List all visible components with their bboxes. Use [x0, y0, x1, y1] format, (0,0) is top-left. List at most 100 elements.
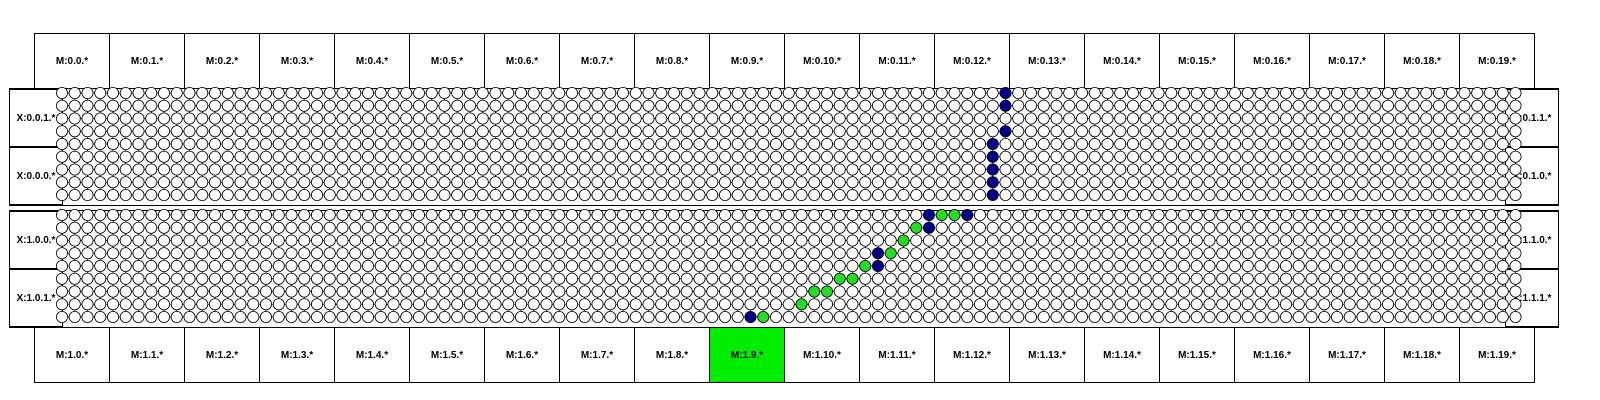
grid-node[interactable] [1178, 188, 1191, 201]
grid-node[interactable] [1280, 221, 1293, 234]
grid-node[interactable] [208, 125, 221, 138]
grid-node[interactable] [310, 176, 323, 189]
grid-node[interactable] [935, 298, 948, 311]
grid-node[interactable] [1114, 99, 1127, 112]
grid-node[interactable] [859, 99, 872, 112]
grid-node[interactable] [757, 125, 770, 138]
grid-node[interactable] [1496, 247, 1509, 260]
grid-node[interactable] [872, 163, 885, 176]
grid-node[interactable] [272, 259, 285, 272]
grid-node[interactable] [1178, 137, 1191, 150]
grid-node[interactable] [272, 137, 285, 150]
grid-node[interactable] [833, 163, 846, 176]
grid-node[interactable] [145, 285, 158, 298]
grid-node[interactable] [157, 112, 170, 125]
grid-node[interactable] [1445, 310, 1458, 323]
grid-node[interactable] [1343, 208, 1356, 221]
grid-node[interactable] [1445, 163, 1458, 176]
grid-node[interactable] [1178, 99, 1191, 112]
grid-node[interactable] [1420, 310, 1433, 323]
grid-node[interactable] [961, 221, 974, 234]
grid-node[interactable] [310, 137, 323, 150]
grid-node[interactable] [884, 208, 897, 221]
grid-node[interactable] [298, 125, 311, 138]
grid-node[interactable] [323, 137, 336, 150]
grid-node[interactable] [208, 259, 221, 272]
grid-node[interactable] [935, 112, 948, 125]
grid-node[interactable] [974, 298, 987, 311]
grid-node[interactable] [1394, 234, 1407, 247]
grid-node[interactable] [1496, 208, 1509, 221]
grid-node[interactable] [425, 310, 438, 323]
grid-node[interactable] [1280, 112, 1293, 125]
grid-node[interactable] [655, 259, 668, 272]
grid-node[interactable] [1343, 298, 1356, 311]
grid-node[interactable] [1394, 310, 1407, 323]
grid-node[interactable] [782, 188, 795, 201]
grid-node[interactable] [1165, 247, 1178, 260]
grid-node[interactable] [1216, 247, 1229, 260]
grid-node[interactable] [68, 87, 81, 100]
grid-node[interactable] [1037, 163, 1050, 176]
grid-node[interactable] [298, 285, 311, 298]
grid-node[interactable] [1292, 310, 1305, 323]
grid-node[interactable] [1458, 87, 1471, 100]
grid-node[interactable] [476, 176, 489, 189]
grid-node[interactable] [655, 99, 668, 112]
grid-node[interactable] [731, 298, 744, 311]
grid-node[interactable] [642, 310, 655, 323]
grid-node[interactable] [1229, 221, 1242, 234]
grid-node[interactable] [56, 310, 69, 323]
grid-node[interactable] [629, 188, 642, 201]
grid-node[interactable] [1369, 221, 1382, 234]
grid-node[interactable] [1063, 298, 1076, 311]
grid-node[interactable] [833, 208, 846, 221]
grid-node[interactable] [1063, 310, 1076, 323]
grid-node[interactable] [515, 112, 528, 125]
grid-node[interactable] [1139, 272, 1152, 285]
grid-node[interactable] [476, 112, 489, 125]
grid-node[interactable] [1267, 125, 1280, 138]
grid-node[interactable] [1496, 234, 1509, 247]
grid-node[interactable] [604, 188, 617, 201]
grid-node[interactable] [336, 259, 349, 272]
grid-node[interactable] [1203, 176, 1216, 189]
grid-node[interactable] [1331, 137, 1344, 150]
grid-node[interactable] [935, 247, 948, 260]
grid-node[interactable] [1445, 298, 1458, 311]
grid-node[interactable] [361, 137, 374, 150]
grid-node[interactable] [145, 188, 158, 201]
grid-node[interactable] [94, 234, 107, 247]
grid-node[interactable] [1114, 176, 1127, 189]
grid-node[interactable] [872, 272, 885, 285]
grid-node[interactable] [846, 208, 859, 221]
grid-node[interactable] [1369, 188, 1382, 201]
grid-node[interactable] [183, 221, 196, 234]
grid-node[interactable] [1331, 150, 1344, 163]
grid-node[interactable] [961, 285, 974, 298]
grid-node[interactable] [374, 298, 387, 311]
grid-node[interactable] [463, 176, 476, 189]
grid-node[interactable] [770, 188, 783, 201]
grid-node[interactable] [591, 99, 604, 112]
grid-node[interactable] [540, 259, 553, 272]
grid-node[interactable] [999, 221, 1012, 234]
grid-node[interactable] [1267, 285, 1280, 298]
grid-node[interactable] [680, 112, 693, 125]
grid-node[interactable] [94, 87, 107, 100]
grid-node[interactable] [1407, 150, 1420, 163]
grid-node[interactable] [1267, 188, 1280, 201]
grid-node[interactable] [974, 99, 987, 112]
grid-node[interactable] [336, 150, 349, 163]
grid-node[interactable] [1382, 259, 1395, 272]
grid-node[interactable] [94, 176, 107, 189]
grid-node[interactable] [1254, 298, 1267, 311]
grid-node[interactable] [1343, 234, 1356, 247]
grid-node[interactable] [757, 150, 770, 163]
grid-node[interactable] [1254, 176, 1267, 189]
grid-node[interactable] [81, 112, 94, 125]
grid-node[interactable] [935, 137, 948, 150]
grid-node[interactable] [782, 310, 795, 323]
grid-node[interactable] [974, 176, 987, 189]
grid-node[interactable] [1114, 247, 1127, 260]
